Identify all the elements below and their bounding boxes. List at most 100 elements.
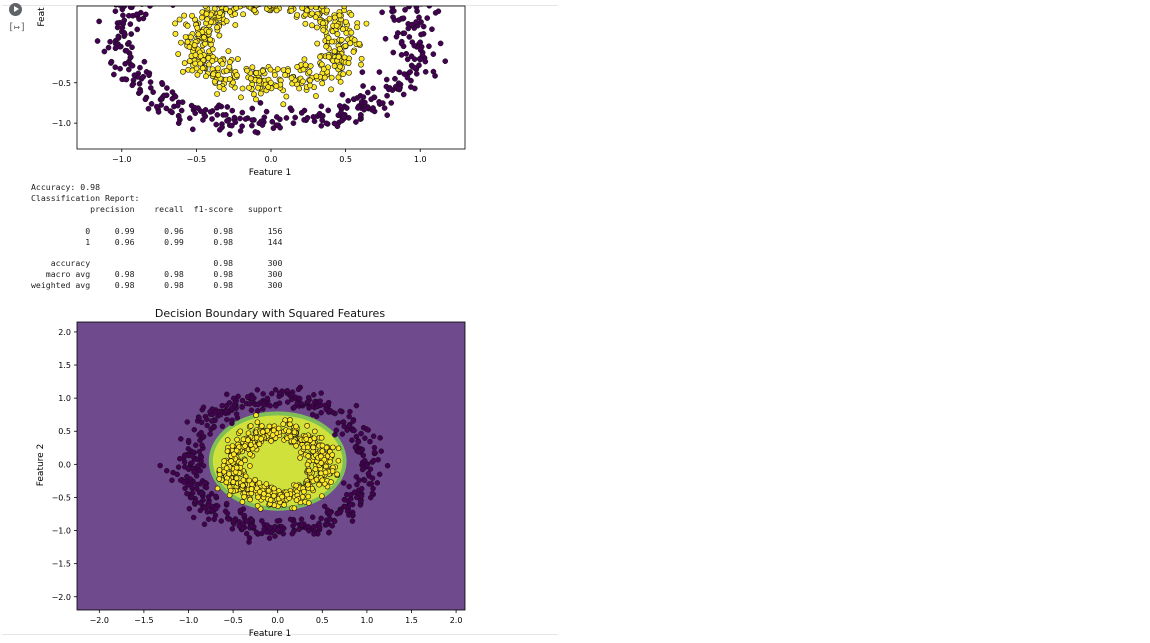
- plot2-title: Decision Boundary with Squared Features: [155, 307, 385, 320]
- point-class-0: [292, 114, 299, 121]
- point-class-1: [214, 91, 220, 97]
- point-class-1: [203, 73, 209, 80]
- point-class-0: [145, 105, 152, 112]
- point-class-0: [351, 427, 357, 434]
- point-class-0: [398, 52, 405, 58]
- point-class-0: [199, 442, 205, 449]
- plot2-ylabel: Feature 2: [36, 444, 46, 487]
- point-class-0: [283, 115, 290, 121]
- point-class-1: [221, 458, 228, 464]
- x-tick-label: −0.5: [187, 155, 206, 164]
- point-class-0: [249, 122, 255, 129]
- point-class-0: [239, 404, 245, 410]
- point-class-1: [302, 0, 307, 4]
- point-class-0: [331, 120, 338, 127]
- point-class-1: [304, 444, 311, 451]
- point-class-0: [196, 415, 202, 421]
- point-class-1: [241, 6, 247, 8]
- point-class-0: [201, 521, 208, 528]
- point-class-0: [390, 49, 397, 56]
- point-class-0: [244, 518, 250, 525]
- point-class-0: [430, 51, 437, 57]
- point-class-1: [331, 63, 338, 69]
- point-class-1: [247, 423, 254, 429]
- point-class-0: [360, 94, 367, 100]
- point-class-0: [107, 38, 113, 45]
- point-class-0: [137, 64, 143, 71]
- point-class-1: [232, 22, 239, 28]
- point-class-0: [377, 435, 383, 441]
- point-class-1: [312, 14, 319, 21]
- point-class-0: [169, 477, 175, 483]
- point-class-0: [198, 454, 205, 461]
- point-class-0: [417, 56, 424, 63]
- point-class-1: [293, 423, 299, 430]
- point-class-1: [197, 53, 204, 60]
- point-class-0: [370, 485, 376, 492]
- point-class-1: [319, 442, 326, 449]
- point-class-1: [210, 71, 217, 78]
- point-class-0: [200, 433, 207, 440]
- point-class-1: [307, 0, 312, 5]
- point-class-1: [251, 0, 256, 3]
- point-class-0: [376, 471, 383, 478]
- point-class-0: [198, 429, 204, 436]
- point-class-1: [322, 469, 329, 476]
- point-class-0: [185, 482, 191, 488]
- x-tick-label: 1.5: [405, 616, 418, 625]
- point-class-1: [305, 481, 311, 488]
- point-class-0: [213, 493, 219, 500]
- point-class-0: [157, 462, 163, 469]
- point-class-1: [234, 56, 241, 62]
- point-class-1: [293, 482, 299, 489]
- point-class-0: [336, 103, 343, 109]
- point-class-0: [273, 403, 279, 409]
- point-class-1: [242, 0, 247, 4]
- point-class-1: [231, 0, 236, 4]
- point-class-0: [216, 408, 223, 415]
- point-class-0: [127, 54, 134, 60]
- point-class-1: [312, 428, 318, 435]
- output-toggle-icon[interactable]: [↦]: [8, 22, 27, 33]
- point-class-1: [304, 461, 311, 468]
- point-class-0: [181, 479, 187, 485]
- point-class-1: [302, 62, 309, 68]
- point-class-0: [253, 529, 260, 536]
- point-class-1: [207, 36, 214, 43]
- point-class-0: [396, 69, 403, 76]
- point-class-1: [334, 471, 340, 478]
- point-class-0: [349, 437, 355, 443]
- point-class-1: [309, 22, 315, 29]
- point-class-1: [325, 35, 332, 41]
- point-class-0: [208, 426, 214, 433]
- point-class-0: [357, 112, 364, 118]
- point-class-1: [219, 6, 223, 7]
- point-class-1: [316, 6, 321, 7]
- point-class-0: [375, 457, 381, 463]
- point-class-1: [304, 7, 310, 14]
- point-class-0: [123, 76, 130, 83]
- point-class-0: [261, 114, 268, 121]
- point-class-0: [384, 462, 391, 469]
- point-class-0: [295, 386, 302, 393]
- point-class-0: [224, 118, 230, 124]
- point-class-0: [313, 413, 320, 420]
- point-class-1: [247, 0, 252, 2]
- point-class-1: [290, 438, 297, 445]
- run-cell-button[interactable]: [9, 3, 22, 16]
- point-class-0: [269, 118, 276, 125]
- point-class-0: [408, 77, 414, 84]
- point-class-1: [282, 72, 288, 78]
- point-class-1: [275, 425, 282, 432]
- point-class-1: [175, 51, 182, 57]
- point-class-0: [353, 474, 360, 480]
- point-class-1: [180, 68, 186, 75]
- point-class-0: [197, 500, 204, 506]
- point-class-1: [233, 447, 240, 454]
- point-class-0: [329, 523, 335, 529]
- point-class-0: [128, 31, 135, 37]
- point-class-1: [299, 6, 306, 11]
- point-class-0: [351, 489, 358, 495]
- point-class-0: [392, 75, 398, 82]
- point-class-0: [198, 490, 205, 497]
